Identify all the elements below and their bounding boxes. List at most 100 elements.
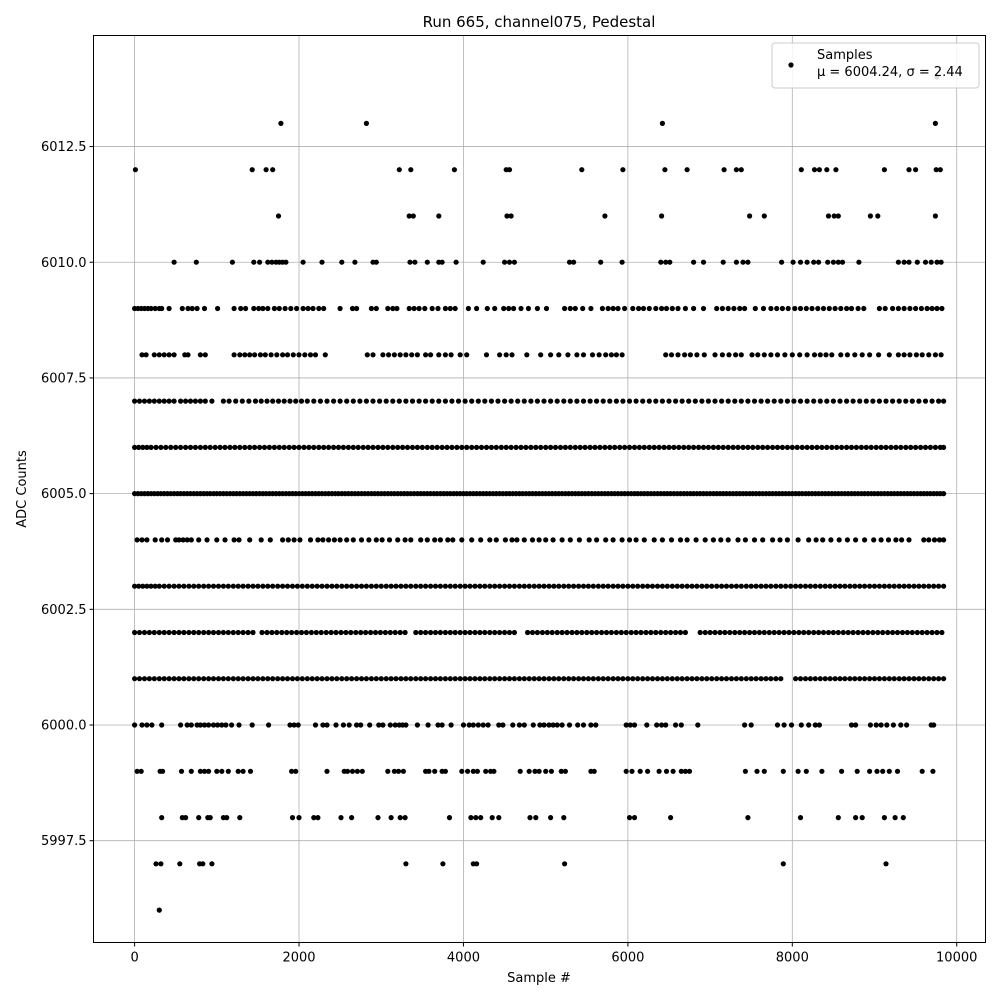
data-point <box>557 444 564 450</box>
data-point <box>853 537 859 543</box>
data-point <box>243 305 249 312</box>
data-point <box>185 305 191 312</box>
data-point <box>830 629 837 636</box>
data-point <box>343 629 349 636</box>
data-point <box>768 583 774 589</box>
data-point <box>380 352 386 358</box>
data-point <box>296 352 302 358</box>
data-point <box>720 444 726 450</box>
data-point <box>187 398 194 404</box>
data-point <box>941 398 947 404</box>
data-point <box>276 305 282 312</box>
data-point <box>795 537 801 543</box>
data-point <box>510 305 517 312</box>
data-point <box>663 768 670 774</box>
data-point <box>901 676 907 682</box>
data-point <box>600 583 606 589</box>
data-point <box>543 768 549 774</box>
data-point <box>477 583 483 589</box>
data-point <box>309 583 315 589</box>
data-point <box>774 444 781 450</box>
data-point <box>465 768 471 774</box>
data-point <box>768 676 774 682</box>
data-point <box>180 537 186 543</box>
data-point <box>669 676 675 682</box>
data-point <box>631 444 638 450</box>
data-point <box>766 629 772 636</box>
data-point <box>816 167 823 173</box>
data-point <box>605 583 611 589</box>
data-point <box>735 537 741 543</box>
data-point <box>192 444 198 450</box>
data-point <box>631 722 638 728</box>
data-point <box>482 629 488 636</box>
data-point <box>546 722 552 728</box>
data-point <box>758 398 764 404</box>
data-point <box>388 583 394 589</box>
data-point <box>439 259 445 265</box>
data-point <box>435 305 441 312</box>
data-point <box>271 444 277 450</box>
data-point <box>349 676 355 682</box>
data-point <box>353 629 359 636</box>
data-point <box>572 305 578 312</box>
data-point <box>817 352 823 358</box>
data-point <box>712 398 718 404</box>
data-point <box>710 537 717 543</box>
data-point <box>835 815 841 821</box>
data-point <box>936 676 942 682</box>
data-point <box>871 676 878 682</box>
data-point <box>628 629 634 636</box>
data-point <box>541 583 547 589</box>
data-point <box>197 444 203 450</box>
data-point <box>812 583 818 589</box>
data-point <box>266 722 272 728</box>
data-point <box>742 768 749 774</box>
data-point <box>696 444 702 450</box>
data-point <box>328 629 334 636</box>
data-point <box>749 352 755 358</box>
data-point <box>885 629 891 636</box>
data-point <box>663 629 669 636</box>
y-tick-label: 6000.0 <box>41 719 87 734</box>
data-point <box>806 629 812 636</box>
data-point <box>855 629 861 636</box>
data-point <box>599 305 606 312</box>
data-point <box>569 629 575 636</box>
data-point <box>825 259 831 265</box>
data-point <box>318 629 324 636</box>
data-point <box>403 398 409 404</box>
data-point <box>503 444 509 450</box>
data-point <box>422 305 428 312</box>
data-point <box>725 537 731 543</box>
data-point <box>681 444 687 450</box>
data-point <box>250 629 256 636</box>
data-point <box>488 444 494 450</box>
data-point <box>498 444 504 450</box>
data-point <box>457 629 463 636</box>
data-point <box>226 398 232 404</box>
data-point <box>748 722 754 728</box>
data-point <box>161 676 167 682</box>
data-point <box>146 629 152 636</box>
data-point <box>510 722 516 728</box>
data-point <box>556 583 562 589</box>
data-point <box>876 398 883 404</box>
data-point <box>761 352 767 358</box>
data-point <box>215 676 222 682</box>
data-point <box>585 583 592 589</box>
data-point <box>472 583 478 589</box>
data-point <box>745 398 751 404</box>
data-point <box>403 722 409 728</box>
data-point <box>752 305 758 312</box>
data-point <box>247 352 253 358</box>
data-point <box>906 259 912 265</box>
data-point <box>804 398 810 404</box>
data-point <box>396 167 402 173</box>
data-point <box>780 768 786 774</box>
data-point <box>455 398 462 404</box>
data-point <box>178 398 184 404</box>
data-point <box>941 491 947 497</box>
data-point <box>615 676 621 682</box>
data-point <box>847 583 853 589</box>
